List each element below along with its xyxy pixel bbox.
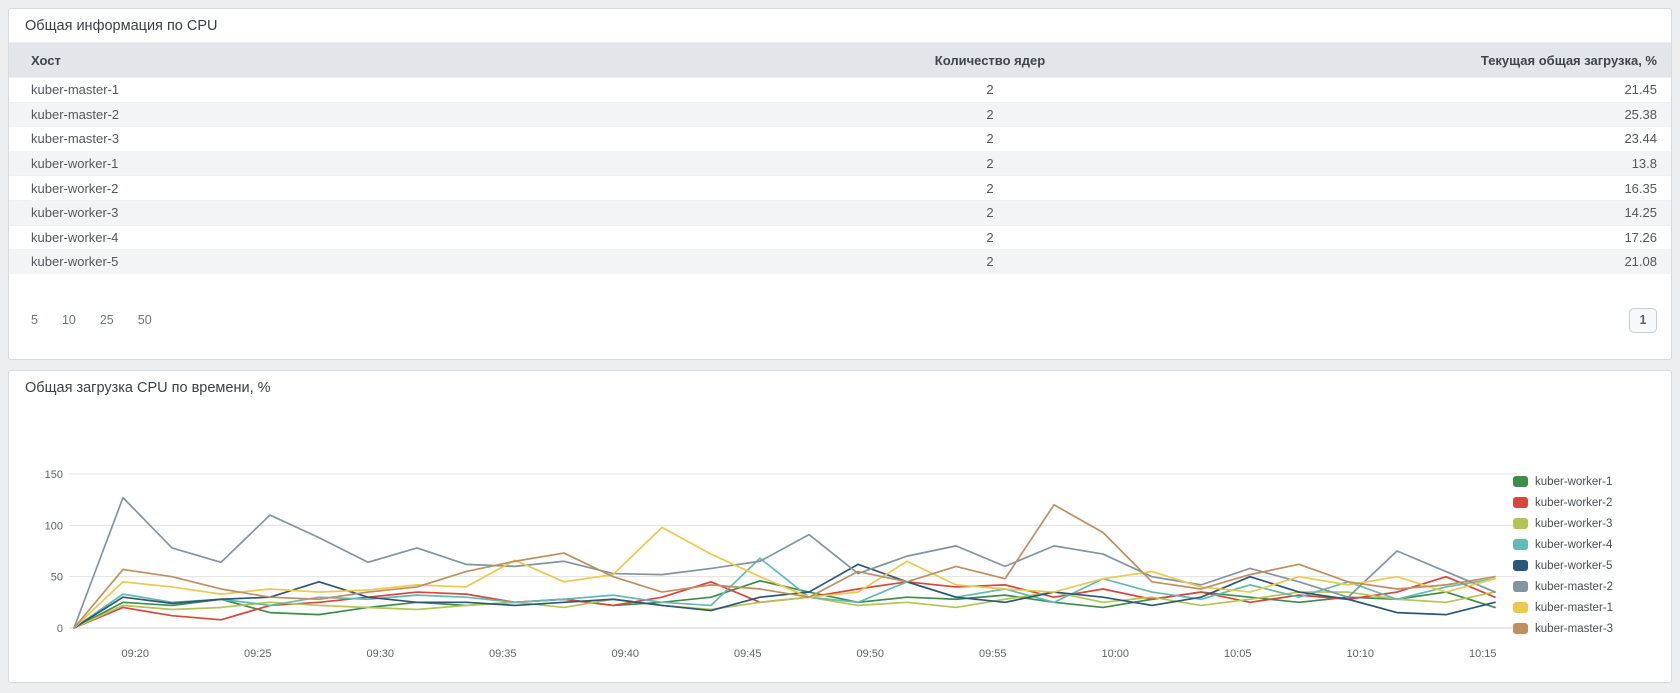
legend-label: kuber-master-1 (1535, 601, 1613, 614)
column-header-cores: Количество ядер (934, 52, 1046, 68)
legend-swatch (1513, 518, 1529, 529)
cpu-chart-title: Общая загрузка CPU по времени, % (25, 380, 271, 396)
table-header-row: Хост Количество ядер Текущая общая загру… (9, 43, 1671, 77)
y-axis-tick-label: 100 (45, 520, 63, 532)
table-row: kuber-master-1 2 21.45 (9, 77, 1671, 102)
table-body: kuber-master-1 2 21.45 kuber-master-2 2 25.38… (9, 77, 1671, 274)
cell-cores: 2 (986, 205, 994, 221)
x-axis-tick-label: 09:50 (856, 648, 884, 660)
series-line-kuber-master-1[interactable] (73, 526, 1496, 629)
cell-cores: 2 (986, 156, 994, 172)
cpu-summary-panel: Общая информация по CPU Хост Количество … (8, 8, 1672, 360)
table-row: kuber-worker-1 2 13.8 (9, 150, 1671, 176)
legend-label: kuber-worker-5 (1535, 559, 1613, 572)
x-axis-tick-label: 10:10 (1346, 648, 1374, 660)
table-row: kuber-worker-4 2 17.26 (9, 224, 1671, 250)
x-axis-tick-label: 09:55 (979, 648, 1007, 660)
cell-host: kuber-worker-2 (31, 180, 119, 196)
chart-legend: kuber-worker-1 kuber-worker-2 kuber-worker… (1513, 471, 1613, 639)
series-line-kuber-master-2[interactable] (73, 496, 1496, 629)
table-row: kuber-master-2 2 25.38 (9, 101, 1671, 127)
cell-host: kuber-master-2 (31, 106, 120, 122)
cell-load: 17.26 (1624, 229, 1657, 245)
legend-item-kuber-worker-5[interactable]: kuber-worker-5 (1513, 555, 1613, 576)
column-header-host: Хост (31, 52, 61, 68)
cpu-chart-panel: Общая загрузка CPU по времени, % 0 50 100 1… (8, 370, 1672, 683)
y-axis-tick-label: 50 (51, 572, 63, 584)
cell-cores: 2 (986, 131, 994, 147)
legend-label: kuber-worker-3 (1535, 517, 1613, 530)
cell-host: kuber-worker-3 (31, 205, 119, 221)
cell-load: 14.25 (1624, 205, 1657, 221)
cell-load: 23.44 (1624, 131, 1657, 147)
cell-load: 16.35 (1624, 180, 1657, 196)
legend-item-kuber-master-3[interactable]: kuber-master-3 (1513, 618, 1613, 639)
cell-load: 13.8 (1631, 156, 1657, 172)
legend-swatch (1513, 539, 1529, 550)
page-size-10[interactable]: 10 (61, 313, 76, 328)
cell-cores: 2 (986, 106, 994, 122)
cpu-load-line-chart: 0 50 100 150 09:20 09:25 09:30 09:35 09:40 09:45 0… (45, 469, 1517, 660)
y-axis-tick-label: 0 (57, 623, 63, 635)
legend-swatch (1513, 476, 1529, 487)
x-axis-tick-label: 10:05 (1224, 648, 1252, 660)
cell-host: kuber-worker-4 (31, 229, 119, 245)
cell-load: 21.45 (1624, 82, 1657, 98)
legend-label: kuber-worker-4 (1535, 538, 1613, 551)
legend-item-kuber-worker-4[interactable]: kuber-worker-4 (1513, 534, 1613, 555)
cell-cores: 2 (986, 229, 994, 245)
table-row: kuber-worker-5 2 21.08 (9, 249, 1671, 274)
cell-load: 25.38 (1624, 106, 1657, 122)
series-line-kuber-worker-3[interactable] (73, 591, 1496, 629)
legend-item-kuber-worker-1[interactable]: kuber-worker-1 (1513, 471, 1613, 492)
y-axis-tick-label: 150 (45, 469, 63, 481)
x-axis-tick-label: 10:00 (1101, 648, 1129, 660)
page-size-25[interactable]: 25 (99, 313, 114, 328)
table-row: kuber-master-3 2 23.44 (9, 126, 1671, 151)
cell-cores: 2 (986, 82, 994, 98)
cell-cores: 2 (986, 254, 994, 270)
pagination: 5 10 25 50 1 (9, 307, 1671, 333)
cpu-summary-title: Общая информация по CPU (9, 9, 1671, 43)
legend-item-kuber-master-2[interactable]: kuber-master-2 (1513, 576, 1613, 597)
page-size-5[interactable]: 5 (31, 313, 38, 328)
series-line-kuber-worker-5[interactable] (73, 563, 1496, 629)
cpu-summary-table: Хост Количество ядер Текущая общая загру… (9, 43, 1671, 274)
x-axis-tick-label: 09:25 (244, 648, 272, 660)
legend-label: kuber-master-2 (1535, 580, 1613, 593)
cell-host: kuber-master-3 (31, 131, 120, 147)
legend-swatch (1513, 602, 1529, 613)
cell-host: kuber-worker-1 (31, 156, 119, 172)
legend-swatch (1513, 560, 1529, 571)
legend-label: kuber-worker-2 (1535, 496, 1613, 509)
cell-host: kuber-worker-5 (31, 254, 119, 270)
legend-swatch (1513, 623, 1529, 634)
legend-label: kuber-master-3 (1535, 622, 1613, 635)
legend-label: kuber-worker-1 (1535, 475, 1613, 488)
series-line-kuber-master-3[interactable] (73, 503, 1496, 629)
x-axis-tick-label: 09:45 (734, 648, 762, 660)
legend-swatch (1513, 581, 1529, 592)
legend-item-kuber-worker-2[interactable]: kuber-worker-2 (1513, 492, 1613, 513)
x-axis-tick-label: 09:30 (366, 648, 394, 660)
table-row: kuber-worker-2 2 16.35 (9, 175, 1671, 200)
x-axis-tick-label: 09:35 (489, 648, 517, 660)
cell-host: kuber-master-1 (31, 82, 120, 98)
legend-swatch (1513, 497, 1529, 508)
x-axis-tick-label: 09:40 (611, 648, 639, 660)
table-row: kuber-worker-3 2 14.25 (9, 199, 1671, 225)
page-size-50[interactable]: 50 (137, 313, 152, 328)
page-number-button[interactable]: 1 (1629, 307, 1657, 333)
legend-item-kuber-master-1[interactable]: kuber-master-1 (1513, 597, 1613, 618)
x-axis-tick-label: 09:20 (121, 648, 149, 660)
legend-item-kuber-worker-3[interactable]: kuber-worker-3 (1513, 513, 1613, 534)
cell-cores: 2 (986, 180, 994, 196)
column-header-load: Текущая общая загрузка, % (1480, 52, 1657, 68)
cell-load: 21.08 (1624, 254, 1657, 270)
x-axis-tick-label: 10:15 (1469, 648, 1497, 660)
